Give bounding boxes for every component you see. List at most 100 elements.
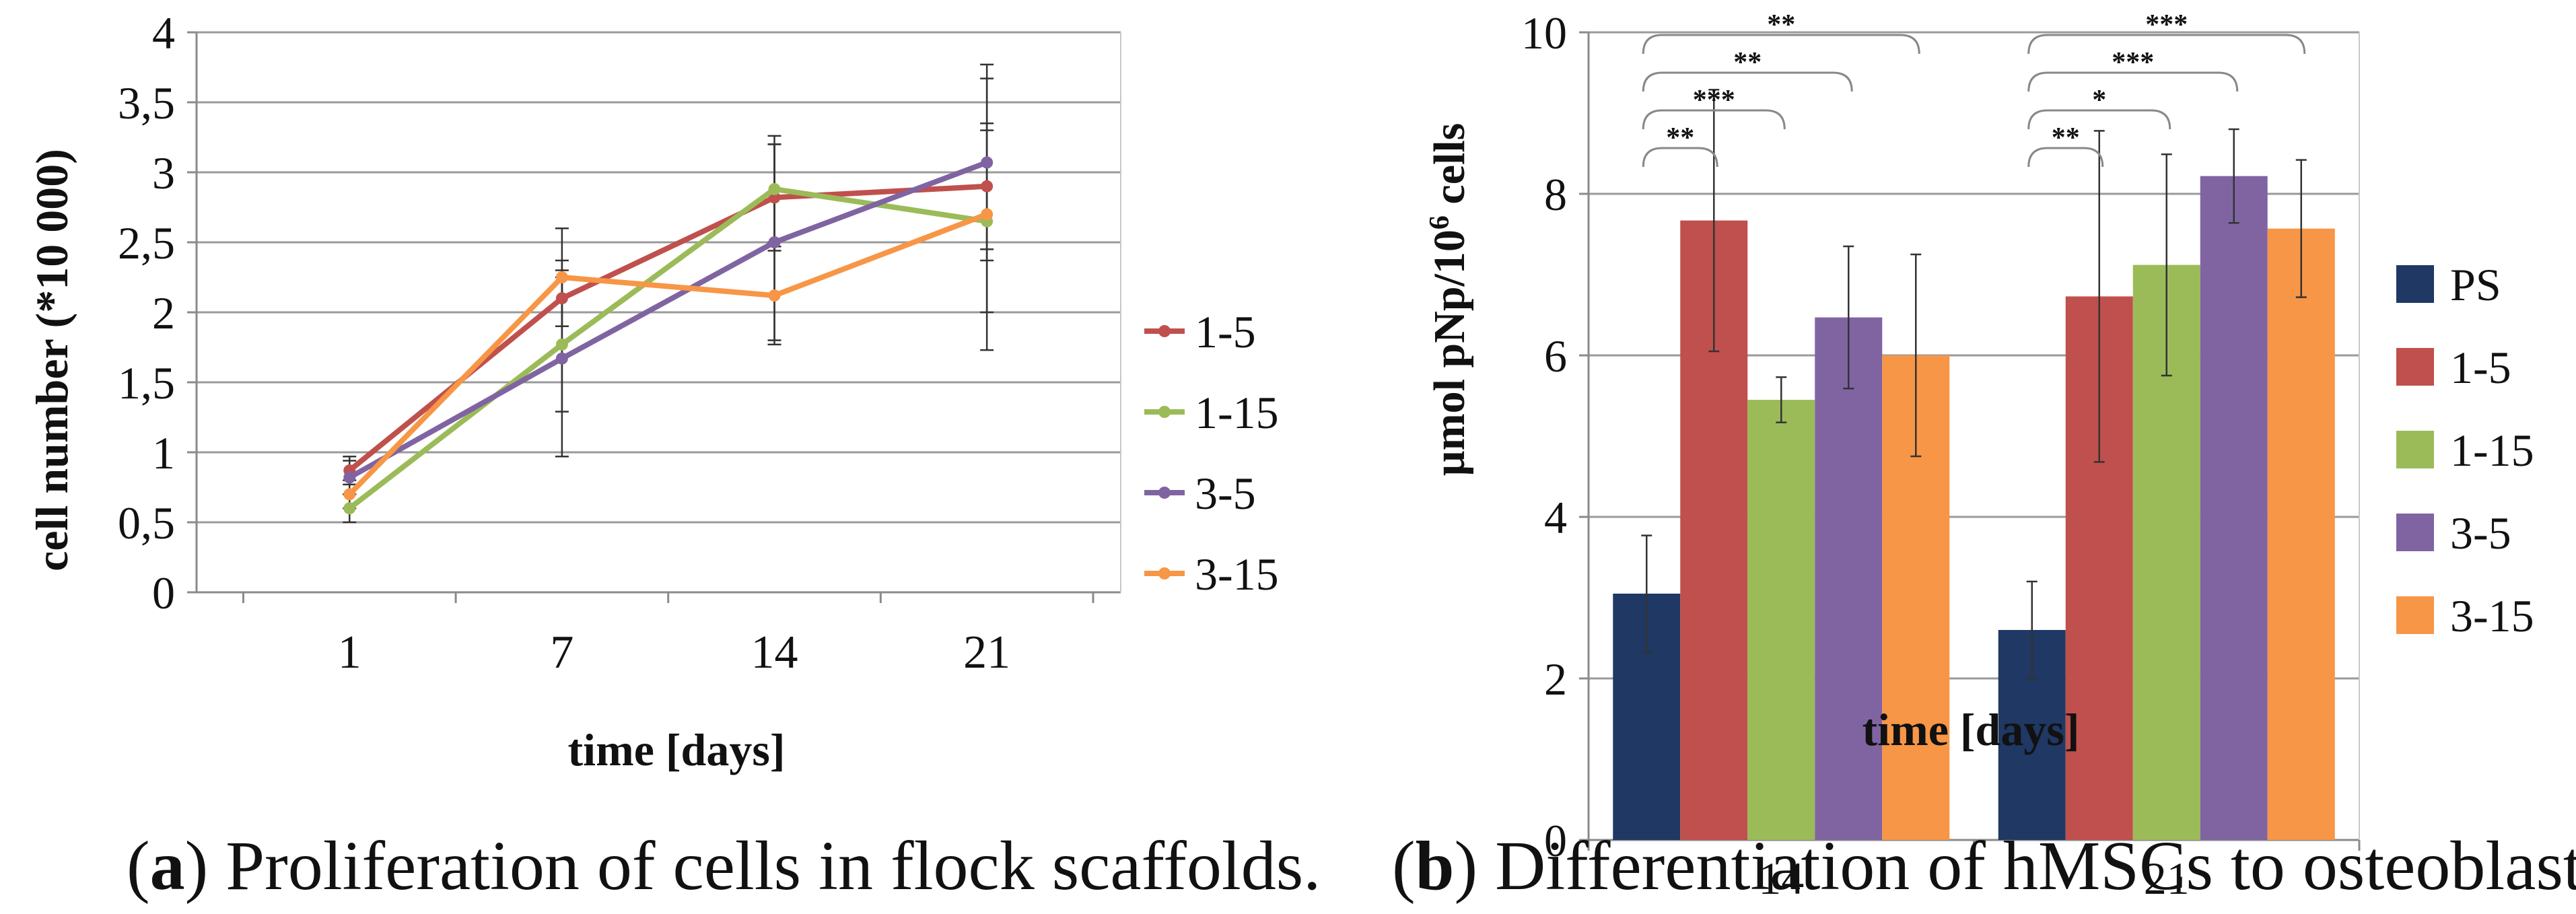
caption-a: (a) Proliferation of cells in flock scaf… <box>127 827 1321 905</box>
chart-a-point-3-5 <box>555 352 568 365</box>
chart-b-legend-label: PS <box>2450 259 2501 310</box>
chart-b-legend-label: 3-5 <box>2450 507 2511 559</box>
chart-a-legend-marker-1-5 <box>1158 325 1171 337</box>
chart-a-y-tick-label: 3,5 <box>118 77 175 129</box>
chart-b-significance-label: ** <box>1767 9 1795 40</box>
chart-b-y-tick-label: 8 <box>1544 169 1567 220</box>
chart-a-point-1-15 <box>555 338 568 351</box>
chart-a-point-3-5 <box>981 156 994 169</box>
chart-b-legend-swatch-PS <box>2396 265 2434 303</box>
chart-a-y-tick-label: 3 <box>152 147 175 199</box>
chart-b-significance-brackets: ****************** <box>1642 9 2306 168</box>
chart-a-point-3-15 <box>768 289 781 302</box>
caption-b: (b) Differentiation of hMSCs to osteobla… <box>1392 831 2576 901</box>
chart-a-series-line-3-15 <box>347 211 988 497</box>
chart-b-x-tick-labels: 14 21 <box>1587 840 2361 904</box>
chart-a-y-tick-label: 2 <box>152 287 175 339</box>
chart-b-y-tick-label: 0 <box>1544 815 1567 866</box>
chart-b-bar-3-5-21 <box>2200 176 2268 841</box>
chart-b-significance-bracket <box>2027 34 2306 55</box>
chart-a-point-1-15 <box>768 182 781 195</box>
chart-b-significance-bracket <box>1642 71 1853 92</box>
chart-b-bar-1-15-14 <box>1747 400 1815 840</box>
chart-a-x-axis-label: time [days] <box>568 724 786 775</box>
chart-b-x-tick-label: 14 <box>1758 853 1804 904</box>
chart-b-legend-label: 1-5 <box>2450 342 2511 393</box>
chart-a-y-tick-label: 0 <box>152 567 175 619</box>
chart-a-point-3-15 <box>555 271 568 283</box>
chart-b-significance-bracket <box>2027 109 2171 130</box>
chart-b-significance-bracket <box>2027 147 2104 168</box>
chart-a-y-tick-label: 0,5 <box>118 497 175 549</box>
chart-a-legend-label: 3-5 <box>1195 468 1256 519</box>
chart-b-significance-bracket <box>1642 147 1718 168</box>
chart-b-y-axis-label: µmol pNp/106 cells <box>1424 123 1474 477</box>
chart-b-x-axis-label: time [days] <box>1863 704 2080 755</box>
chart-a-legend: 1-5 1-15 3-5 3-15 <box>1144 306 1279 600</box>
caption-b-letter: b <box>1415 827 1455 905</box>
chart-a-series-line-1-5 <box>347 183 987 473</box>
chart-b-significance-bracket <box>1642 34 1920 55</box>
chart-b-significance-label: * <box>2092 85 2106 116</box>
chart-a-y-tick-label: 1,5 <box>118 357 175 409</box>
chart-b-significance-label: *** <box>1693 85 1735 116</box>
chart-a-x-tick-label: 21 <box>963 627 1010 678</box>
chart-b-significance-label: *** <box>2112 47 2154 78</box>
chart-b-y-tick-label: 6 <box>1544 330 1567 382</box>
chart-a-legend-label: 1-15 <box>1195 387 1279 438</box>
chart-b-legend-swatch-3-5 <box>2396 514 2434 551</box>
chart-a: 00,511,522,533,54 1 7 14 21 1-51-153-53-15 … <box>26 7 1279 775</box>
chart-a-x-tick-label: 14 <box>751 627 798 678</box>
chart-b-significance-label: ** <box>2052 122 2080 153</box>
chart-a-y-tick-label: 4 <box>152 7 175 59</box>
chart-a-y-axis-label: cell number (*10 000) <box>26 149 77 571</box>
chart-b-significance-bracket <box>2027 71 2239 92</box>
caption-b-text: ) Differentiation of hMSCs to osteoblast… <box>1454 827 2576 905</box>
chart-b-y-tick-labels: 0 2 4 6 8 10 <box>1521 7 1567 866</box>
chart-b-bar-3-15-21 <box>2267 228 2335 841</box>
chart-b-legend: PS 1-5 1-15 3-5 3-15 <box>2396 259 2534 641</box>
chart-b-legend-label: 1-15 <box>2450 425 2534 476</box>
caption-a-letter: a <box>149 827 185 905</box>
chart-a-y-tick-label: 1 <box>152 427 175 479</box>
chart-b-legend-swatch-3-15 <box>2396 596 2434 634</box>
chart-b-significance-label: ** <box>1733 47 1762 78</box>
chart-b-y-tick-label: 10 <box>1521 7 1567 59</box>
chart-a-x-tick-labels: 1 7 14 21 <box>242 592 1094 678</box>
chart-a-series-lines <box>343 156 994 515</box>
chart-a-legend-label: 1-5 <box>1195 306 1256 357</box>
chart-b-x-tick-label: 21 <box>2144 853 2190 904</box>
chart-a-y-tick-labels: 0 0,5 1 1,5 2 2,5 3 3,5 4 <box>118 7 175 619</box>
chart-a-point-3-15 <box>981 208 994 221</box>
chart-a-x-tick-label: 1 <box>338 627 361 678</box>
chart-a-point-1-5 <box>555 292 568 305</box>
chart-a-error-bars <box>343 63 994 524</box>
chart-b-y-axis-label-main: µmol pNp/10 <box>1425 230 1474 476</box>
chart-a-legend-marker-3-15 <box>1158 567 1171 579</box>
chart-b-significance-label: *** <box>2145 9 2188 40</box>
chart-a-point-3-5 <box>343 471 356 484</box>
chart-a-point-1-15 <box>343 502 356 515</box>
chart-a-point-3-15 <box>343 488 356 501</box>
chart-a-legend-marker-3-5 <box>1158 487 1171 499</box>
chart-b-significance-label: ** <box>1666 122 1694 153</box>
chart-a-x-tick-label: 7 <box>550 627 573 678</box>
chart-a-legend-label: 3-15 <box>1195 549 1279 600</box>
chart-a-y-tick-label: 2,5 <box>118 217 175 269</box>
chart-b-y-axis-label-tail: cells <box>1425 123 1474 215</box>
chart-b-significance-bracket <box>1642 109 1786 130</box>
chart-b-legend-swatch-1-15 <box>2396 431 2434 468</box>
chart-a-legend-marker-1-15 <box>1158 406 1171 418</box>
chart-b-bars <box>1613 176 2335 841</box>
chart-a-series-line-3-5 <box>348 160 988 480</box>
chart-b-legend-label: 3-15 <box>2450 590 2534 641</box>
chart-a-point-1-5 <box>981 180 994 192</box>
chart-b-y-tick-label: 2 <box>1544 654 1567 705</box>
chart-a-point-3-5 <box>768 236 781 248</box>
chart-b-legend-swatch-1-5 <box>2396 348 2434 386</box>
chart-b-bar-3-5-14 <box>1815 317 1883 841</box>
chart-b-error-bars <box>1641 88 2307 680</box>
chart-a-series-line-1-15 <box>347 186 987 511</box>
